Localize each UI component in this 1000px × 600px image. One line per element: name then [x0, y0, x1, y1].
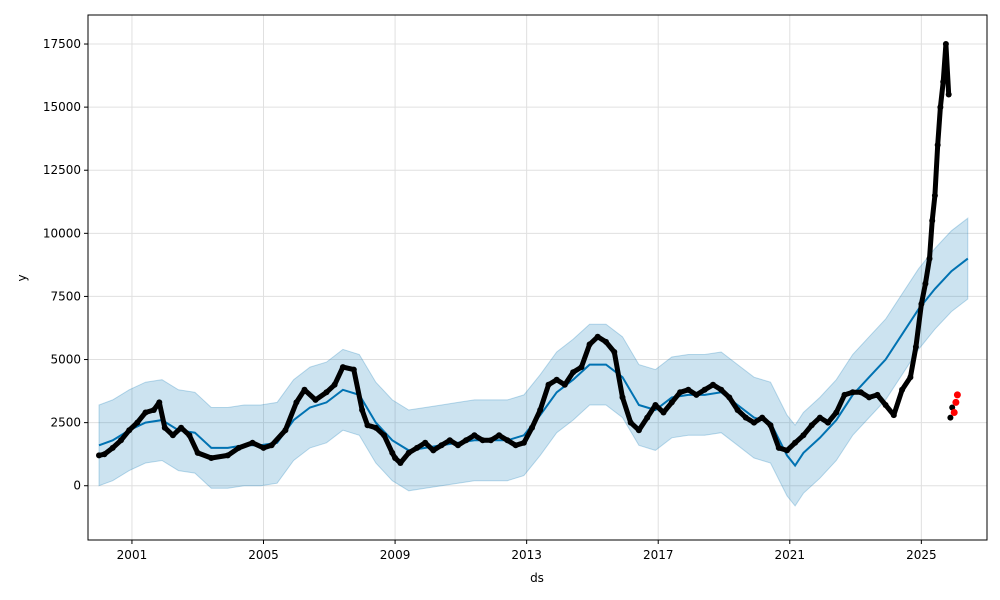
- observed-points: [96, 41, 956, 466]
- highlighted-points: [950, 391, 961, 416]
- highlighted-point: [953, 391, 961, 399]
- y-tick-label: 15000: [43, 100, 81, 114]
- y-tick-label: 12500: [43, 163, 81, 177]
- x-tick-label: 2017: [643, 548, 674, 562]
- plot-frame: [87, 14, 988, 541]
- x-tick-label: 2005: [248, 548, 279, 562]
- x-tick-label: 2021: [775, 548, 806, 562]
- y-tick-label: 17500: [43, 37, 81, 51]
- x-axis-title: ds: [530, 571, 544, 585]
- y-axis-ticks: 0 2500 5000 7500 10000 12500 15000 17500: [43, 37, 88, 493]
- highlighted-point: [950, 409, 958, 416]
- x-tick-label: 2001: [117, 548, 148, 562]
- x-tick-label: 2013: [511, 548, 542, 562]
- y-tick-label: 7500: [50, 289, 81, 303]
- highlighted-point: [952, 398, 960, 406]
- x-tick-label: 2025: [906, 548, 937, 562]
- horizontal-gridlines: [88, 43, 987, 487]
- y-axis-title: y: [15, 274, 29, 281]
- uncertainty-interval: [98, 217, 969, 507]
- y-tick-label: 2500: [50, 416, 81, 430]
- observed-trace: [98, 41, 952, 466]
- y-tick-label: 10000: [43, 226, 81, 240]
- x-axis-ticks: 2001 2005 2009 2013 2017 2021 2025: [117, 540, 937, 562]
- x-tick-label: 2009: [380, 548, 411, 562]
- vertical-gridlines: [131, 15, 922, 540]
- interval-band: [98, 217, 969, 507]
- y-tick-label: 0: [73, 479, 81, 493]
- observed-point: [947, 414, 954, 421]
- observed-point: [949, 404, 956, 411]
- y-tick-label: 5000: [50, 353, 81, 367]
